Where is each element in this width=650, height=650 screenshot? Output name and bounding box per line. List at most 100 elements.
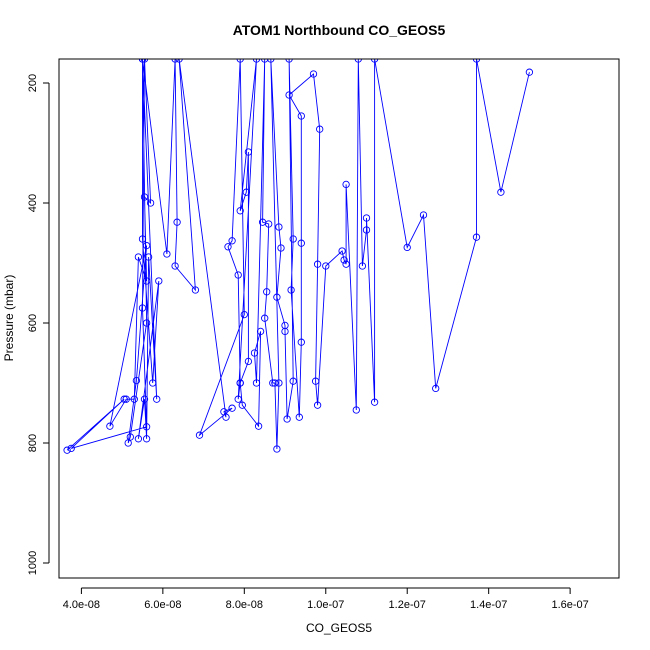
data-point — [285, 59, 293, 63]
data-point — [261, 314, 269, 322]
x-tick-label: 1.0e-07 — [307, 599, 344, 611]
data-point — [142, 435, 151, 443]
data-point — [256, 327, 265, 336]
data-point — [267, 59, 275, 63]
data-point — [142, 241, 151, 250]
data-point — [244, 148, 253, 156]
data-point — [106, 422, 114, 430]
data-point — [155, 277, 163, 285]
data-point — [273, 445, 281, 453]
data-point — [342, 260, 350, 268]
data-point — [254, 422, 263, 430]
data-point — [275, 379, 283, 387]
data-point — [138, 235, 147, 243]
data-point — [263, 288, 271, 296]
data-point — [130, 395, 138, 403]
data-point — [250, 349, 259, 357]
data-point — [352, 406, 360, 414]
data-point — [236, 59, 244, 63]
data-point — [163, 250, 171, 258]
y-tick-label: 800 — [27, 434, 39, 452]
x-tick-label: 1.2e-07 — [389, 599, 426, 611]
data-point — [472, 233, 481, 241]
data-point — [63, 446, 71, 454]
data-point — [313, 260, 322, 268]
data-point — [354, 59, 362, 63]
data-point — [234, 271, 242, 279]
data-point — [142, 423, 151, 431]
data-point — [289, 377, 297, 385]
data-point — [297, 112, 305, 120]
data-point — [497, 188, 505, 196]
data-point — [122, 395, 130, 403]
data-point — [297, 239, 305, 247]
data-point — [340, 256, 348, 264]
data-point — [287, 286, 295, 294]
data-point — [289, 235, 297, 243]
data-point — [140, 59, 149, 63]
data-point — [271, 379, 279, 387]
data-point — [236, 379, 244, 387]
y-tick-label: 400 — [27, 194, 39, 212]
x-tick-label: 6.0e-08 — [144, 599, 181, 611]
data-point — [238, 401, 246, 409]
data-point — [171, 59, 179, 63]
data-point — [191, 286, 200, 294]
data-point — [265, 220, 273, 228]
x-tick-label: 8.0e-08 — [226, 599, 263, 611]
data-point — [403, 243, 411, 252]
data-point — [134, 435, 143, 443]
x-tick-label: 4.0e-08 — [63, 599, 100, 611]
plot-frame — [58, 58, 620, 579]
data-point — [144, 253, 153, 261]
y-tick-label: 200 — [27, 74, 39, 92]
data-point — [273, 293, 281, 301]
data-point — [362, 214, 371, 222]
data-point — [311, 377, 320, 385]
data-point — [432, 384, 440, 393]
data-point — [171, 262, 179, 270]
data-point — [120, 395, 128, 403]
data-point — [244, 357, 253, 366]
x-tick-label: 1.6e-07 — [551, 599, 588, 611]
data-point — [142, 277, 151, 285]
x-axis-label: CO_GEOS5 — [306, 621, 372, 635]
data-point — [132, 376, 141, 385]
series-line — [66, 59, 530, 451]
data-point — [142, 319, 151, 327]
data-point — [309, 70, 318, 78]
y-tick-label: 600 — [27, 314, 39, 332]
data-point — [370, 59, 379, 63]
x-tick-label: 1.4e-07 — [470, 599, 507, 611]
data-point — [234, 395, 242, 403]
data-point — [370, 398, 379, 406]
chart-title: ATOM1 Northbound CO_GEOS5 — [233, 22, 446, 38]
y-axis-label: Pressure (mbar) — [2, 275, 16, 362]
data-point — [220, 408, 228, 416]
data-point — [316, 125, 324, 133]
data-point — [342, 180, 350, 189]
data-point — [140, 193, 149, 201]
data-point — [297, 338, 305, 346]
data-point — [283, 415, 291, 423]
data-point — [224, 243, 232, 251]
data-point — [173, 218, 181, 226]
plot-area — [63, 59, 534, 454]
data-point — [240, 310, 248, 319]
data-point — [358, 262, 367, 270]
data-point — [525, 68, 534, 76]
data-point — [338, 247, 346, 255]
data-point — [277, 244, 285, 252]
data-point — [146, 199, 155, 207]
data-point — [362, 226, 371, 234]
data-point — [281, 327, 289, 336]
data-point — [419, 211, 428, 219]
data-point — [175, 59, 183, 63]
data-point — [313, 401, 322, 409]
data-point — [228, 404, 236, 412]
data-point — [138, 304, 147, 312]
data-point — [242, 188, 250, 196]
data-point — [153, 395, 161, 403]
y-tick-label: 1000 — [27, 551, 39, 575]
data-point — [252, 59, 261, 63]
